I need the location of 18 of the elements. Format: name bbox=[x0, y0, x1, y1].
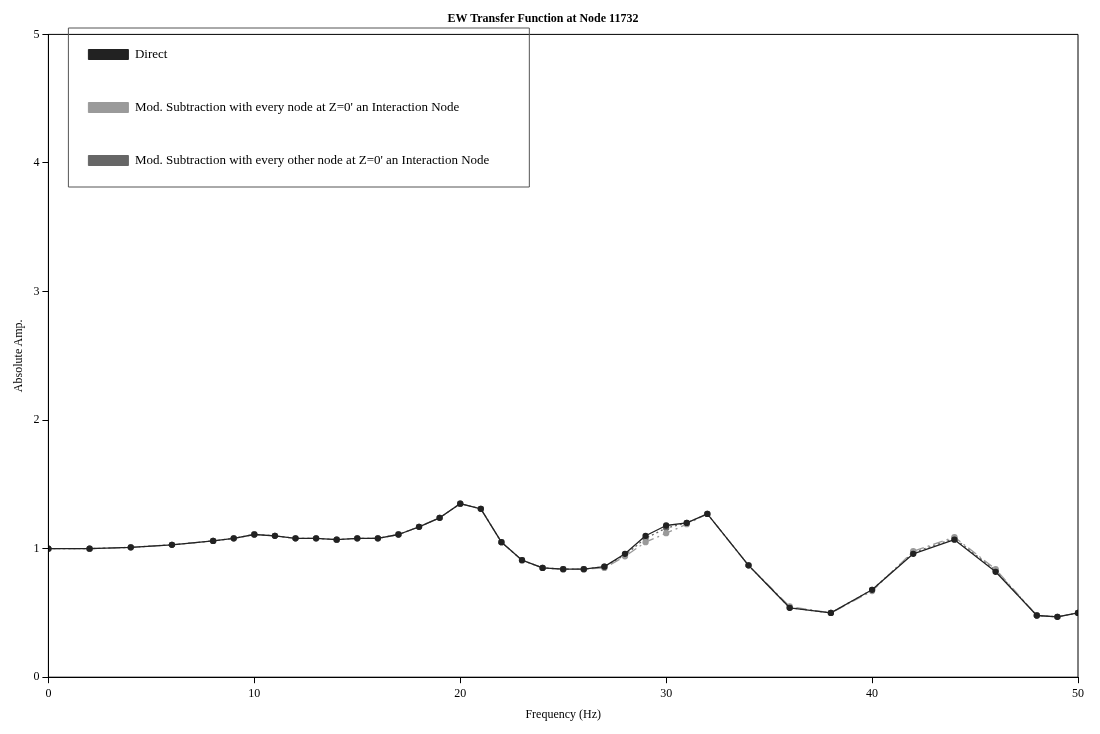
y-axis-title: Absolute Amp. bbox=[11, 319, 26, 393]
x-tick-label: 30 bbox=[660, 685, 673, 700]
x-tick-label: 50 bbox=[1072, 685, 1084, 700]
y-tick-label: 2 bbox=[33, 412, 40, 427]
y-tick-label: 5 bbox=[33, 26, 40, 41]
x-tick-label: 0 bbox=[45, 685, 52, 700]
x-tick-label: 40 bbox=[866, 685, 879, 700]
x-axis-title: Frequency (Hz) bbox=[525, 706, 602, 721]
x-tick-label: 20 bbox=[454, 685, 467, 700]
y-tick-label: 0 bbox=[33, 669, 40, 684]
legend-label: Mod. Subtraction with every other node at Z=0' an Interaction Node bbox=[134, 151, 490, 167]
y-tick-label: 1 bbox=[33, 540, 40, 555]
y-tick-label: 3 bbox=[33, 283, 40, 298]
chart-title: EW Transfer Function at Node 11732 bbox=[447, 11, 639, 26]
legend-label: Mod. Subtraction with every node at Z=0' an Interaction Node bbox=[134, 98, 460, 114]
x-tick-label: 10 bbox=[248, 685, 261, 700]
y-tick-label: 4 bbox=[33, 155, 40, 170]
legend-label: Direct bbox=[134, 45, 168, 61]
